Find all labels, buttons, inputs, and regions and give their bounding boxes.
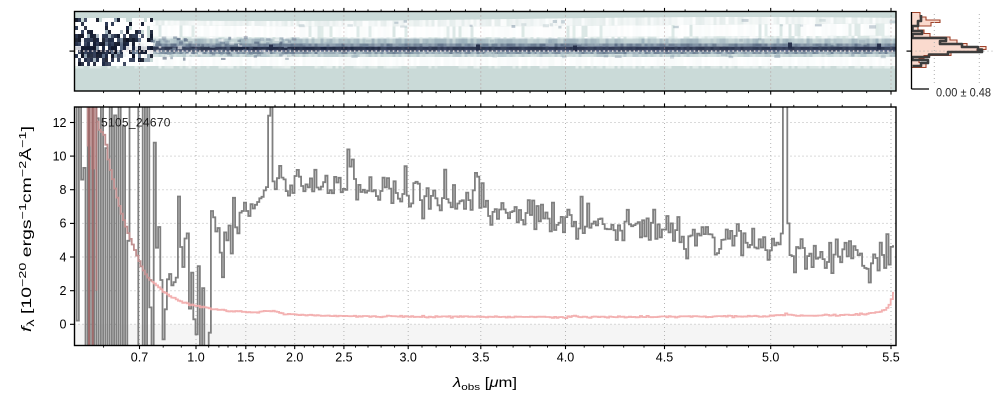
svg-text:3.5: 3.5: [472, 351, 489, 365]
svg-text:2.0: 2.0: [286, 351, 303, 365]
svg-text:4: 4: [60, 250, 67, 264]
svg-text:2.5: 2.5: [335, 351, 352, 365]
svg-text:4.5: 4.5: [656, 351, 673, 365]
svg-text:5.0: 5.0: [762, 351, 779, 365]
svg-text:6: 6: [60, 217, 67, 231]
svg-text:fλ [10−20 ergs−1cm−2Å−1]: fλ [10−20 ergs−1cm−2Å−1]: [18, 126, 37, 332]
svg-text:12: 12: [53, 116, 67, 130]
svg-text:5.5: 5.5: [882, 351, 899, 365]
svg-text:4.0: 4.0: [557, 351, 574, 365]
svg-text:5105_24670: 5105_24670: [101, 116, 171, 130]
svg-text:1.5: 1.5: [237, 351, 254, 365]
svg-text:0.7: 0.7: [131, 351, 148, 365]
svg-text:8: 8: [60, 183, 67, 197]
svg-text:0: 0: [60, 318, 67, 332]
svg-text:0.00 ± 0.48: 0.00 ± 0.48: [936, 88, 991, 100]
svg-text:3.0: 3.0: [400, 351, 417, 365]
svg-text:10: 10: [53, 149, 67, 163]
svg-text:2: 2: [60, 284, 67, 298]
svg-text:1.0: 1.0: [187, 351, 204, 365]
